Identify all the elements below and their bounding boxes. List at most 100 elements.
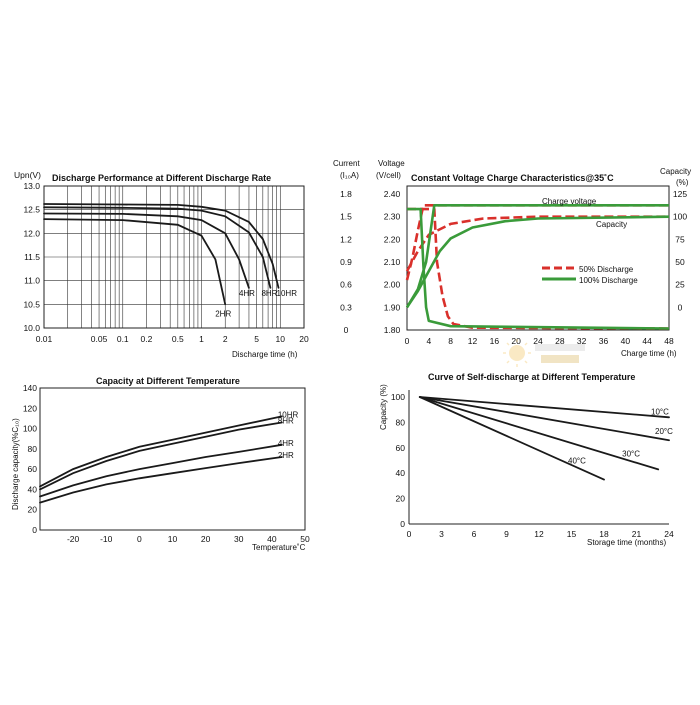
discharge-line-8hr	[43, 206, 272, 289]
selfdischarge-xtick-label: 3	[439, 529, 444, 539]
discharge-ylabel: Upn(V)	[14, 170, 41, 180]
temperature-xtick-label: 20	[201, 534, 211, 544]
temperature-ytick-label: 120	[23, 403, 37, 413]
discharge-series: 2HR 4HR 8HR 10HR	[43, 203, 298, 318]
discharge-xtick-label: 10	[276, 334, 286, 344]
selfdischarge-xtick-label: 15	[567, 529, 577, 539]
charge-xtick-label: 32	[577, 336, 587, 346]
discharge-xtick-label: 5	[254, 334, 259, 344]
charge-xtick-label: 8	[448, 336, 453, 346]
charge-capacity-tick: 50	[675, 257, 685, 267]
discharge-xtick-label: 2	[223, 334, 228, 344]
temperature-xtick-label: 30	[234, 534, 244, 544]
charge-voltage-label-1: Voltage	[378, 159, 405, 168]
temperature-xtick-label: 40	[267, 534, 277, 544]
selfdischarge-ytick-label: 40	[396, 468, 406, 478]
selfdischarge-line-40-c	[418, 396, 605, 481]
selfdischarge-xtick-label: 6	[472, 529, 477, 539]
temperature-xlabel: Temperature˚C	[252, 543, 306, 552]
discharge-series-label: 4HR	[239, 289, 255, 298]
selfdischarge-series-label: 40°C	[568, 457, 586, 466]
temperature-ytick-label: 40	[28, 484, 38, 494]
discharge-xtick-label: 20	[299, 334, 309, 344]
selfdischarge-line-10-c	[418, 396, 670, 419]
temperature-ytick-label: 60	[28, 464, 38, 474]
selfdischarge-xlabel: Storage time (months)	[587, 538, 666, 547]
temperature-x-ticks: -20 -10 0 10 20 30 40 50	[67, 534, 310, 544]
charge-voltage-tick: 2.30	[384, 212, 401, 222]
selfdischarge-series-label: 20°C	[655, 427, 673, 436]
discharge-xtick-label: 0.1	[117, 334, 129, 344]
discharge-title: Discharge Performance at Different Disch…	[52, 173, 271, 183]
temperature-xtick-label: 10	[168, 534, 178, 544]
selfdischarge-xtick-label: 18	[599, 529, 609, 539]
discharge-ytick-label: 13.0	[23, 181, 40, 191]
capacity-line-50-discharge	[405, 215, 669, 272]
discharge-ytick-label: 10.0	[23, 323, 40, 333]
selfdischarge-chart: Curve of Self-discharge at Different Tem…	[379, 372, 674, 547]
charge-voltage-tick: 2.00	[384, 280, 401, 290]
capacity-line-100-discharge	[405, 215, 670, 309]
temperature-frame	[39, 387, 306, 531]
temperature-xtick-label: -10	[100, 534, 113, 544]
charge-xtick-label: 4	[426, 336, 431, 346]
charge-capacity-tick: 125	[673, 189, 687, 199]
selfdischarge-ytick-label: 20	[396, 494, 406, 504]
temperature-xtick-label: 50	[300, 534, 310, 544]
charge-xlabel: Charge time (h)	[621, 349, 677, 358]
discharge-grid	[43, 185, 305, 329]
discharge-line-2hr	[43, 218, 227, 306]
charge-current-tick: 0.3	[340, 302, 352, 312]
charge-xtick-label: 0	[405, 336, 410, 346]
temperature-chart: Capacity at Different Temperature 0 20 40 6…	[11, 376, 310, 552]
charge-chart: Current (I₁₀A) Voltage (V/cell) Capacity…	[333, 159, 691, 358]
discharge-ytick-label: 11.5	[24, 252, 40, 262]
charge-voltage-tick: 2.40	[384, 189, 401, 199]
charge-current-tick: 0.9	[340, 257, 352, 267]
charge-voltage-tick: 1.80	[384, 325, 401, 335]
temperature-ylabel: Discharge capacity(%C₁₀)	[11, 418, 20, 510]
selfdischarge-line-30-c	[418, 396, 660, 471]
discharge-xtick-label: 0.2	[141, 334, 153, 344]
charge-current-tick: 1.5	[340, 212, 352, 222]
charge-current-label-2: (I₁₀A)	[340, 171, 359, 180]
temperature-line-10hr	[39, 415, 283, 488]
discharge-series-label: 10HR	[277, 289, 298, 298]
temperature-series-label: 10HR	[278, 410, 299, 419]
discharge-xtick-label: 0.05	[91, 334, 108, 344]
selfdischarge-xtick-label: 21	[632, 529, 642, 539]
charge-voltage-tick: 2.10	[384, 257, 401, 267]
discharge-xtick-label: 0.5	[172, 334, 184, 344]
charge-capacity-tick: 75	[675, 234, 685, 244]
temperature-ytick-label: 100	[23, 424, 37, 434]
charge-xtick-label: 24	[533, 336, 543, 346]
selfdischarge-xtick-label: 12	[534, 529, 544, 539]
discharge-series-label: 8HR	[261, 289, 277, 298]
legend-label-100: 100% Discharge	[579, 276, 638, 285]
selfdischarge-series-label: 10°C	[651, 407, 669, 416]
charge-legend: 50% Discharge 100% Discharge	[542, 265, 638, 285]
charge-xtick-label: 16	[490, 336, 500, 346]
selfdischarge-xtick-label: 9	[504, 529, 509, 539]
discharge-xtick-label: 1	[199, 334, 204, 344]
selfdischarge-ylabel: Capacity (%)	[379, 384, 388, 430]
discharge-xlabel: Discharge time (h)	[232, 350, 298, 359]
selfdischarge-x-ticks: 0 3 6 9 12 15 18 21 24	[407, 529, 674, 539]
current-line-100-discharge	[407, 207, 670, 330]
selfdischarge-ytick-label: 100	[391, 392, 405, 402]
voltage-line-100-discharge	[405, 204, 669, 308]
charge-current-tick: 0	[344, 325, 349, 335]
selfdischarge-line-20-c	[418, 396, 670, 442]
temperature-series-label: 4HR	[278, 439, 294, 448]
charge-current-label-1: Current	[333, 159, 360, 168]
charge-xtick-label: 12	[468, 336, 478, 346]
temperature-ytick-label: 80	[28, 444, 38, 454]
temperature-line-8hr	[39, 421, 283, 491]
discharge-series-label: 2HR	[215, 309, 231, 318]
charge-frame	[406, 185, 670, 331]
charge-xtick-label: 20	[511, 336, 521, 346]
discharge-x-ticks: 0.01 0.05 0.1 0.2 0.5 1 2 5 10 20	[36, 334, 309, 344]
charge-current-tick: 1.2	[340, 234, 352, 244]
charge-title: Constant Voltage Charge Characteristics@…	[411, 173, 614, 183]
